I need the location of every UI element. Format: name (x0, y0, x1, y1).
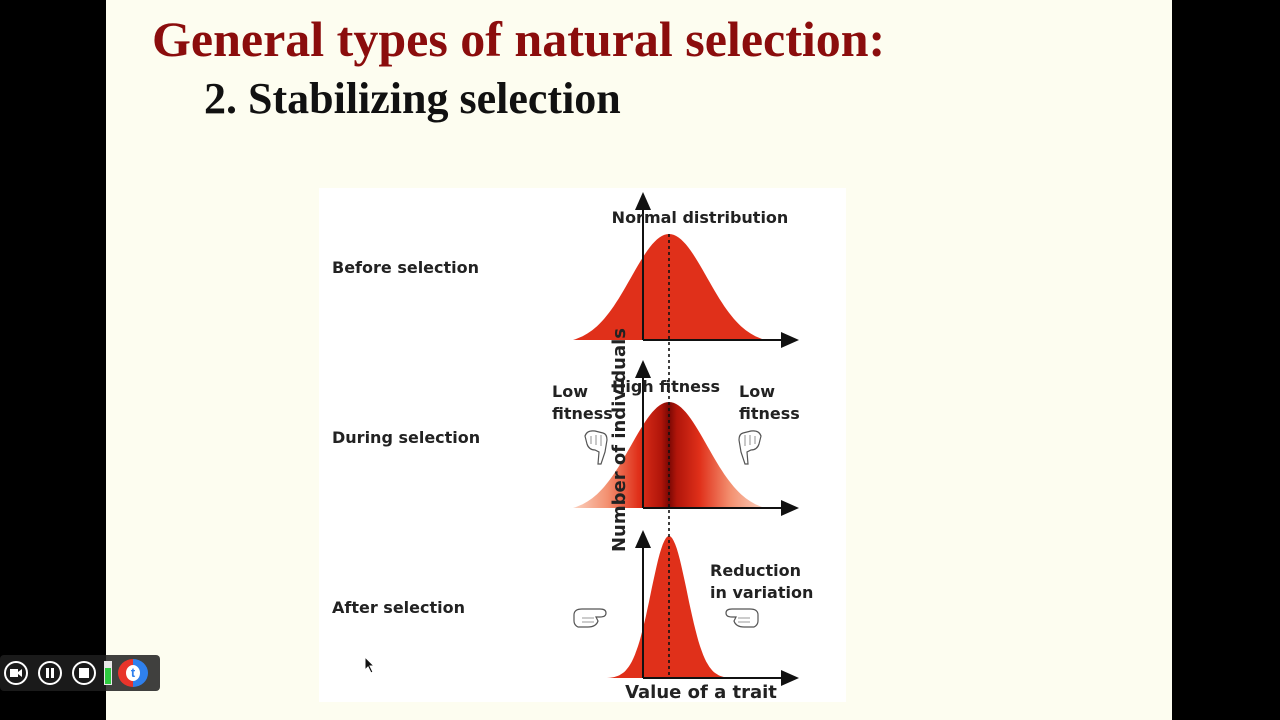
reduction-label-line1: Reduction (710, 561, 801, 580)
curve-during-selection (573, 402, 765, 508)
slide: General types of natural selection: 2. S… (106, 0, 1172, 720)
hand-pointing-down-left-icon (584, 430, 608, 465)
hand-pointing-left-icon (725, 608, 759, 628)
stop-icon (79, 668, 89, 678)
hand-pointing-right-icon (573, 608, 607, 628)
curve-before-selection (573, 234, 765, 340)
low-fitness-right-line2: fitness (739, 404, 800, 423)
low-fitness-left-line1: Low (552, 382, 588, 401)
normal-distribution-label: Normal distribution (612, 208, 789, 227)
stabilizing-selection-figure: Before selection During selection After … (319, 188, 846, 702)
y-axis-label: Number of individuals (609, 328, 630, 552)
camera-icon (10, 669, 22, 677)
stage-label-after: After selection (332, 598, 465, 617)
stage-label-before: Before selection (332, 258, 479, 277)
x-axis-label: Value of a trait (625, 682, 777, 702)
pause-button[interactable] (38, 661, 62, 685)
pause-icon (46, 668, 54, 678)
hand-pointing-down-right-icon (738, 430, 762, 465)
stop-button[interactable] (72, 661, 96, 685)
high-fitness-label: High fitness (612, 377, 720, 396)
low-fitness-right-line1: Low (739, 382, 775, 401)
mouse-cursor-icon (364, 656, 376, 674)
bar-icon (104, 661, 112, 685)
recorder-toolbar: t (0, 655, 160, 691)
low-fitness-left-line2: fitness (552, 404, 613, 423)
figure-svg: Before selection During selection After … (332, 192, 813, 702)
stage-label-during: During selection (332, 428, 480, 447)
reduction-label-line2: in variation (710, 583, 813, 602)
slide-title: General types of natural selection: (152, 11, 886, 67)
brand-icon[interactable]: t (118, 659, 148, 687)
slide-subtitle: 2. Stabilizing selection (204, 74, 621, 123)
camera-button[interactable] (4, 661, 28, 685)
